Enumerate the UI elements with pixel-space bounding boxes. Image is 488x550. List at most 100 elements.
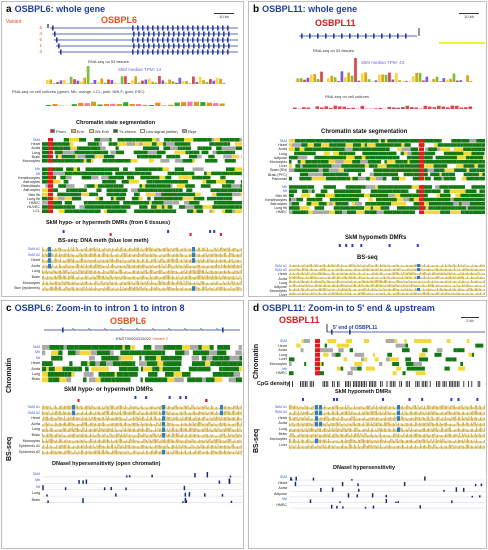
chromatin-segment: [135, 167, 139, 171]
bs-seq-bar: [42, 406, 43, 410]
bs-seq-bar: [60, 265, 61, 269]
row-label: Lung: [279, 280, 287, 285]
bs-seq-bar: [211, 411, 212, 416]
bs-seq-bar: [381, 280, 383, 283]
bs-seq-bar: [447, 292, 449, 295]
bs-seq-bar: [337, 280, 338, 283]
bs-seq-bar: [82, 254, 84, 258]
bs-seq-bar: [179, 259, 181, 263]
bs-seq-bar: [200, 266, 202, 269]
chromatin-segment: [449, 189, 458, 193]
bs-seq-bar: [352, 289, 354, 291]
chromatin-segment: [457, 206, 466, 210]
bs-seq-bar: [83, 412, 85, 416]
bs-seq-bar: [348, 292, 350, 295]
bs-seq-bar: [65, 281, 67, 286]
chromatin-segment: [165, 171, 168, 176]
chromatin-segment: [329, 172, 336, 177]
bs-seq-bar: [47, 423, 48, 427]
dmr-hypo-mark: [351, 244, 354, 247]
rnaseq-bar: [388, 72, 391, 82]
bs-seq-bar: [105, 248, 107, 252]
rnaseq-bar: [86, 66, 90, 84]
chromatin-segment: [96, 188, 102, 192]
bs-seq-bar: [87, 413, 89, 416]
bs-seq-bar: [400, 269, 402, 271]
bs-seq-bar: [92, 265, 94, 269]
chromatin-segment: [291, 143, 302, 147]
bs-seq-bar: [165, 263, 167, 269]
bs-seq-bar: [456, 277, 458, 279]
bs-seq-bar: [96, 424, 98, 427]
exon-block: [227, 49, 229, 55]
panel-b-gene-name: OSBPL11: [315, 18, 356, 28]
bs-seq-bar: [233, 271, 234, 274]
chromatin-segment: [126, 175, 131, 180]
bs-seq-bar: [130, 412, 132, 416]
bs-seq-bar: [130, 418, 132, 421]
chromatin-segment: [157, 372, 166, 377]
row-label: Monocytes: [22, 280, 40, 285]
chromatin-segment: [397, 147, 402, 151]
bs-seq-bar: [170, 417, 172, 421]
chromatin-segment: [235, 146, 242, 150]
bs-seq-bar: [99, 260, 100, 263]
bs-seq-bar: [146, 269, 147, 274]
bs-seq-bar: [350, 276, 351, 279]
bs-seq-bar: [342, 284, 344, 287]
bs-seq-bar: [147, 281, 149, 286]
bs-seq-bar: [201, 275, 203, 280]
bs-seq-bar: [140, 270, 142, 274]
bs-seq-bar: [188, 407, 190, 410]
chromatin-segment: [106, 361, 113, 366]
bs-seq-bar: [355, 280, 357, 283]
chromatin-segment: [409, 210, 413, 214]
bs-seq-bar: [113, 269, 115, 274]
chromatin-segment: [130, 205, 140, 209]
bs-seq-bar: [395, 284, 397, 287]
rnaseq-bar: [187, 101, 193, 106]
bs-seq-bar: [117, 247, 119, 252]
bs-seq-bar: [120, 283, 121, 286]
chromatin-segment: [137, 188, 145, 192]
bs-seq-bar: [104, 277, 106, 280]
bs-seq-bar: [55, 266, 56, 269]
chromatin-segment: [469, 210, 473, 214]
bs-seq-bar: [321, 284, 323, 287]
c-dmr-track: [77, 396, 208, 402]
bs-seq-bar: [389, 272, 390, 275]
legend-label: Prom.: [56, 129, 67, 134]
bs-seq-bar: [135, 253, 137, 258]
bs-seq-bar: [130, 247, 132, 252]
exon-block: [147, 49, 149, 55]
chromatin-segment: [396, 197, 404, 202]
chromatin-segment: [202, 180, 207, 184]
row-label: Liver: [279, 293, 287, 297]
bs-seq-bar: [196, 275, 198, 280]
bs-seq-bar: [305, 293, 307, 295]
bs-seq-bar: [361, 288, 363, 291]
dmr-hyper-mark: [109, 233, 112, 236]
bs-seq-bar: [82, 276, 84, 280]
chromatin-segment: [83, 372, 94, 377]
chromatin-segment: [72, 361, 77, 366]
bs-seq-bar: [434, 280, 436, 283]
chromatin-segment: [68, 159, 74, 163]
chromatin-segment: [465, 197, 475, 202]
bs-seq-bar: [79, 417, 81, 421]
chromatin-segment: [424, 176, 431, 181]
bs-seq-bar: [51, 265, 52, 269]
promoter-segment: [48, 142, 53, 146]
bs-seq-bar: [231, 417, 233, 421]
bs-seq-bar: [195, 253, 197, 258]
chromatin-segment: [86, 159, 92, 163]
chromatin-segment: [179, 146, 183, 150]
bs-seq-bar: [116, 266, 117, 269]
bs-seq-bar: [227, 411, 229, 416]
bs-seq-bar: [123, 288, 125, 291]
chromatin-segment: [139, 192, 146, 197]
bs-seq-bar: [200, 281, 202, 286]
bs-seq-bar: [347, 288, 349, 291]
chromatin-segment: [115, 355, 119, 361]
chromatin-segment: [299, 210, 307, 214]
